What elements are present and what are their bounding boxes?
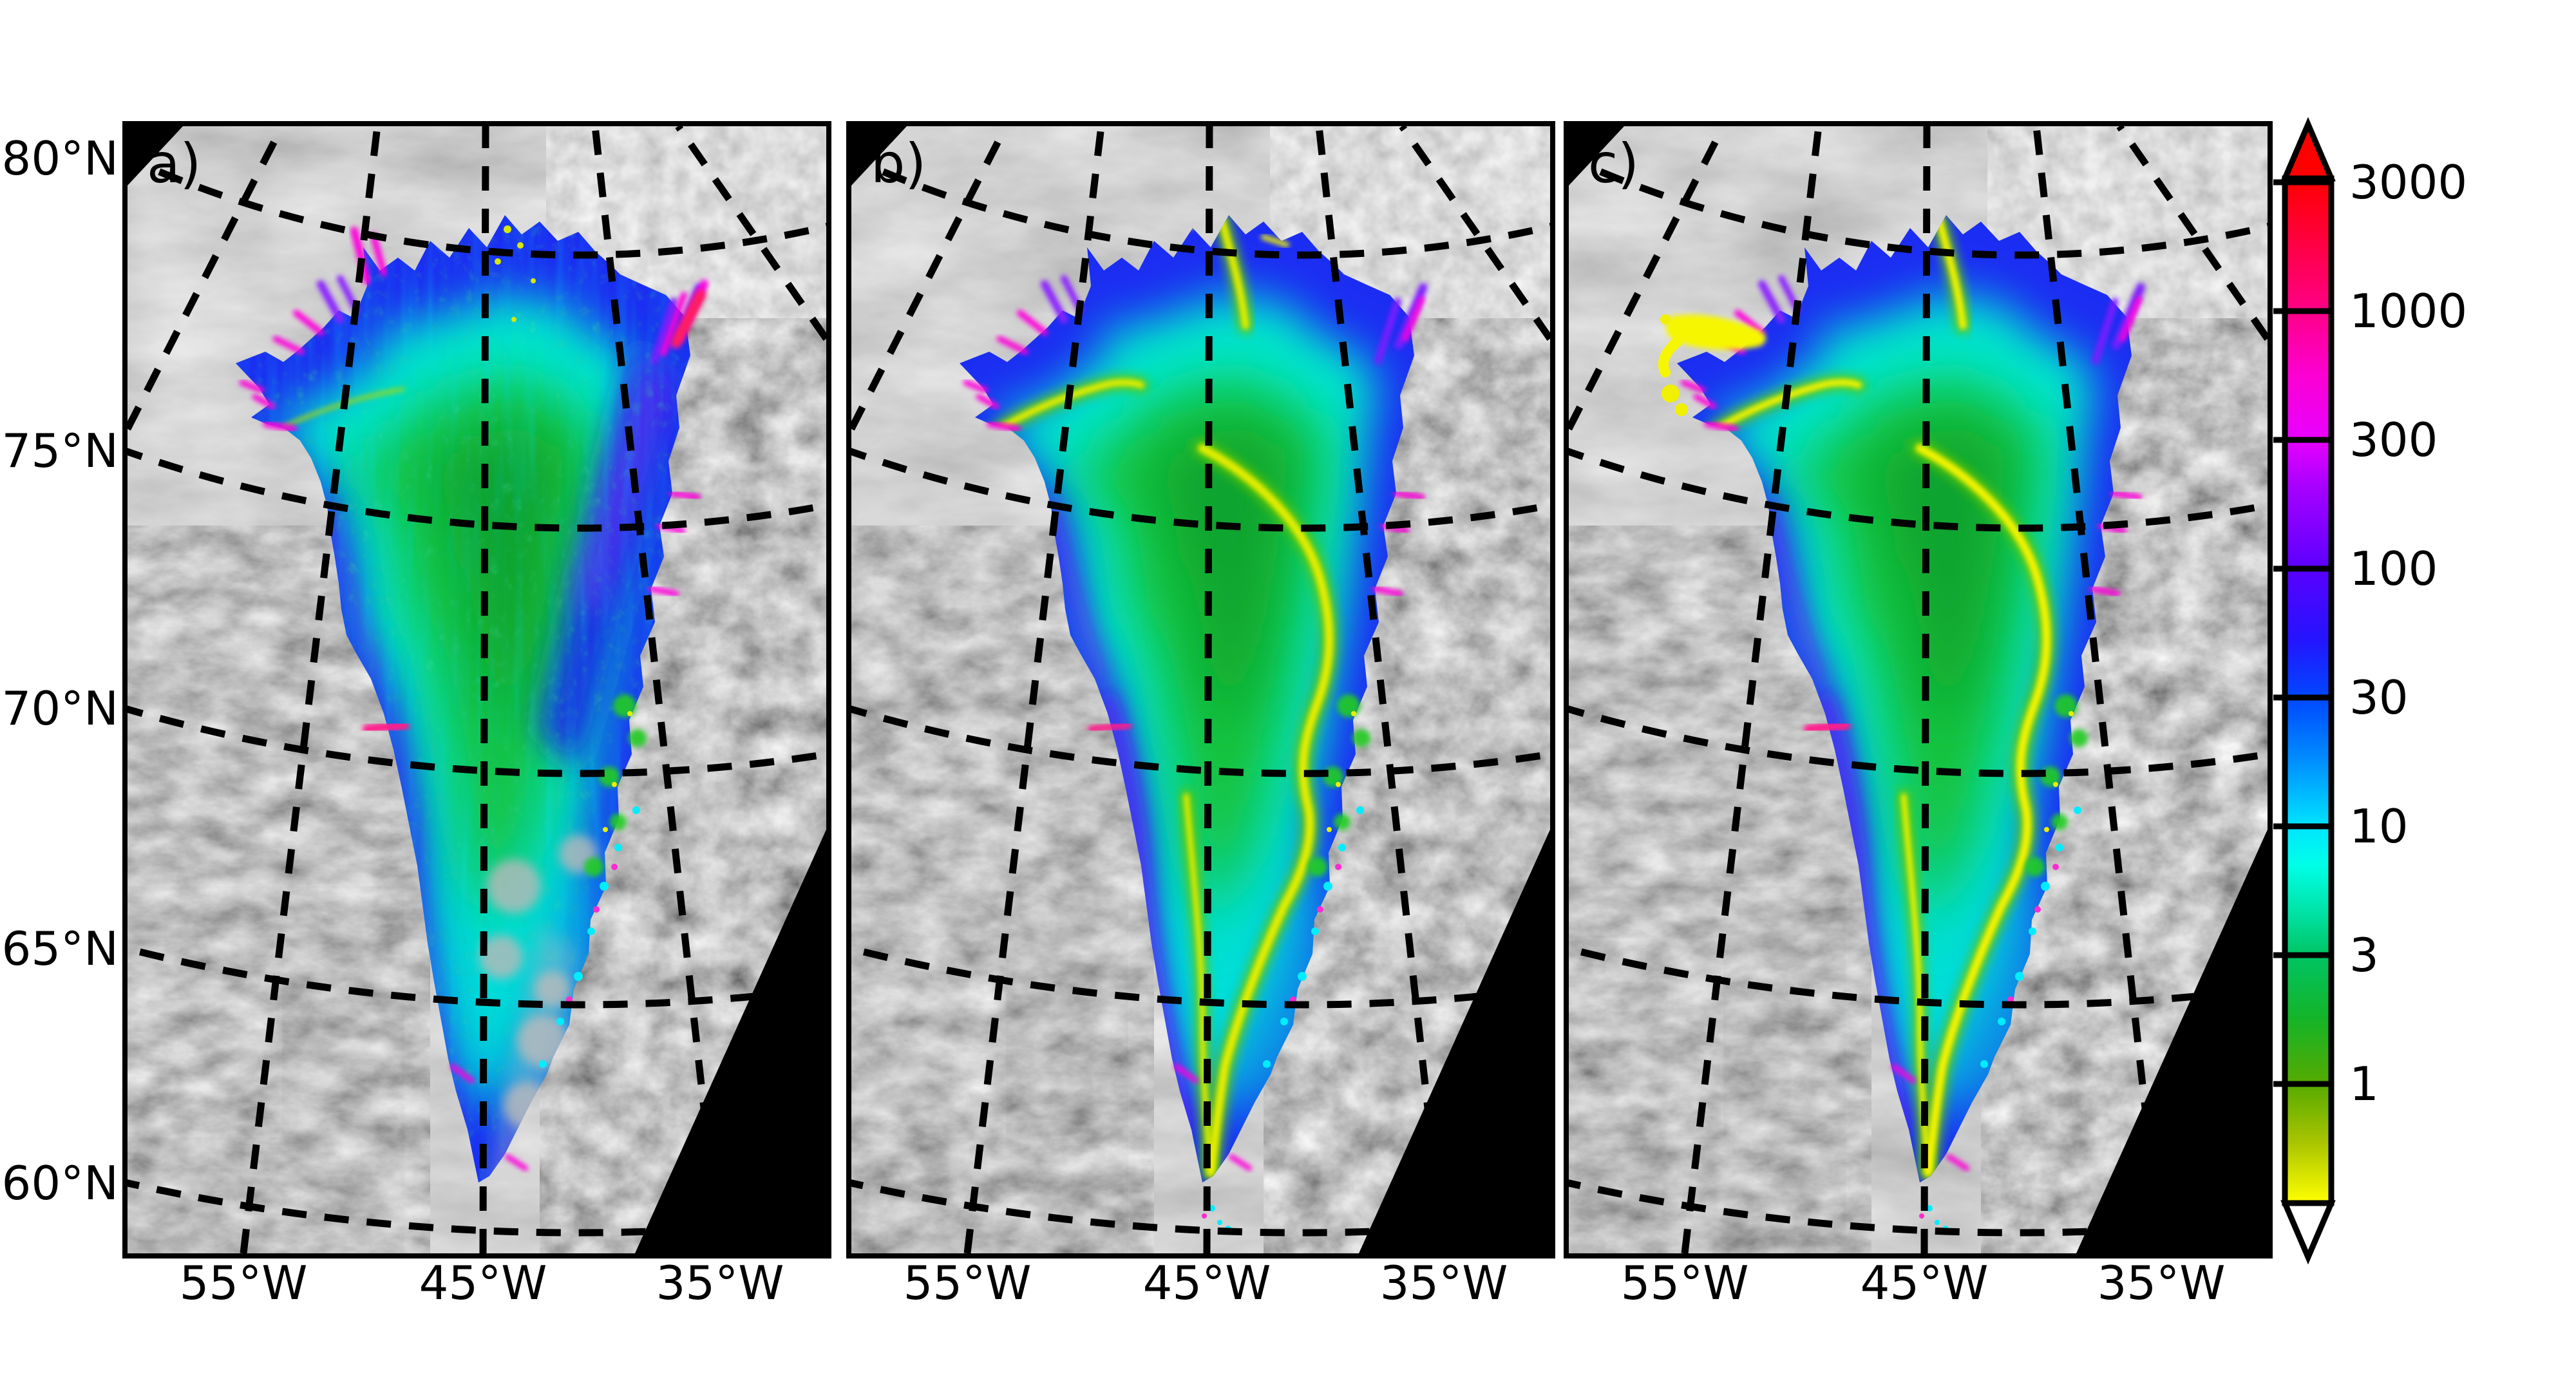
longitude-tick-label: 45°W [1860,1256,1989,1310]
panel-letter-a: a) [147,132,202,195]
map-panel-a [122,121,831,1258]
no-data-region [1569,126,2268,1253]
map-canvas [851,126,1550,1253]
colorbar-tick-label: 30 [2349,670,2409,725]
colorbar-arrow-up [2280,117,2336,182]
latitude-tick-label: 80°N [1,131,118,185]
colorbar-tick-label: 3 [2349,928,2379,982]
no-data-region [851,126,1550,1253]
longitude-tick-label: 55°W [179,1256,308,1310]
map-canvas [1569,126,2268,1253]
colorbar-tick-label: 100 [2349,542,2438,596]
longitude-tick-label: 45°W [419,1256,547,1310]
graticule [851,126,1550,1253]
map-panel-c [1564,121,2273,1258]
colorbar-arrow-down [2280,1200,2336,1265]
longitude-tick-label: 45°W [1142,1256,1271,1310]
latitude-tick-label: 70°N [1,681,118,736]
longitude-tick-label: 55°W [1620,1256,1749,1310]
colorbar-tick-label: 3000 [2349,155,2468,209]
no-data-region [128,126,826,1253]
panel-letter-b: b) [871,132,927,195]
longitude-tick-label: 35°W [1379,1256,1508,1310]
panel-letter-c: c) [1588,132,1639,195]
graticule [128,126,826,1253]
latitude-tick-label: 75°N [1,424,118,478]
colorbar-tick-label: 1000 [2349,284,2468,338]
colorbar [2273,117,2336,1265]
longitude-tick-label: 35°W [2097,1256,2226,1310]
map-panel-b [846,121,1555,1258]
colorbar-tick-label: 10 [2349,799,2409,853]
latitude-tick-label: 65°N [1,922,118,976]
longitude-tick-label: 55°W [903,1256,1032,1310]
map-canvas [128,126,826,1253]
colorbar-gradient [2282,175,2334,1206]
colorbar-tick-label: 1 [2349,1057,2379,1111]
longitude-tick-label: 35°W [656,1256,784,1310]
latitude-tick-label: 60°N [1,1156,118,1210]
colorbar-ticks [2273,179,2331,1087]
west-yellow-tongue [1658,314,1766,416]
colorbar-tick-label: 300 [2349,413,2438,467]
graticule [1569,126,2268,1253]
